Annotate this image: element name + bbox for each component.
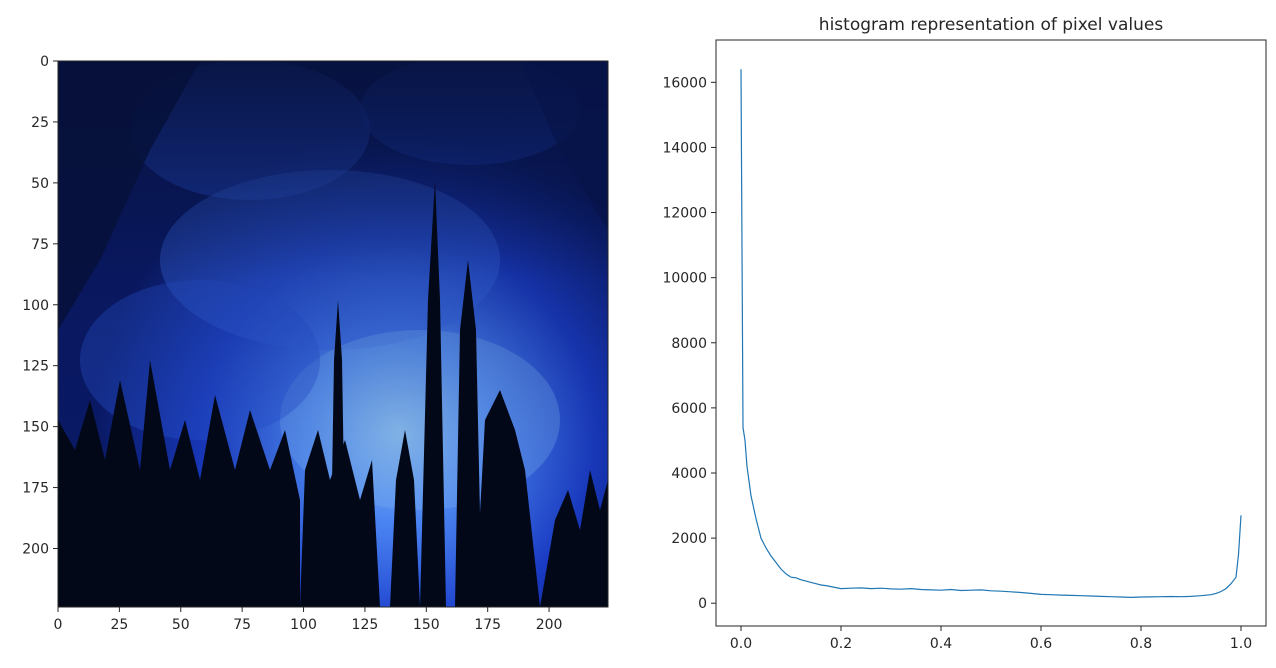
histogram-panel: histogram representation of pixel values… — [662, 15, 1267, 652]
image-x-tick-label: 150 — [413, 617, 440, 633]
image-x-tick-label: 75 — [233, 617, 251, 633]
y-tick-label: 8000 — [671, 336, 707, 352]
y-tick-label: 0 — [698, 596, 707, 612]
y-tick-label: 4000 — [671, 466, 707, 482]
y-tick-label: 12000 — [662, 206, 707, 222]
y-tick-label: 10000 — [662, 271, 707, 287]
x-tick-label: 0.0 — [730, 636, 752, 652]
image-y-tick-label: 75 — [31, 237, 49, 253]
forest-fire-image — [58, 61, 608, 607]
image-x-tick-label: 175 — [474, 617, 501, 633]
image-y-tick-label: 150 — [22, 420, 49, 436]
image-x-tick-label: 50 — [172, 617, 190, 633]
image-x-tick-label: 0 — [54, 617, 63, 633]
y-tick-label: 6000 — [671, 401, 707, 417]
x-tick-label: 0.4 — [930, 636, 952, 652]
image-x-ticks: 0 25 50 75 100 125 150 175 200 — [54, 607, 563, 633]
y-axis-ticks: 0 2000 4000 6000 8000 10000 12000 14000 16000 — [662, 75, 716, 612]
y-tick-label: 14000 — [662, 140, 707, 156]
image-y-tick-label: 175 — [22, 481, 49, 497]
x-tick-label: 0.6 — [1030, 636, 1052, 652]
image-x-tick-label: 100 — [290, 617, 317, 633]
x-tick-label: 0.8 — [1130, 636, 1152, 652]
image-x-tick-label: 200 — [536, 617, 563, 633]
y-tick-label: 16000 — [662, 75, 707, 91]
image-y-tick-label: 100 — [22, 298, 49, 314]
chart-title: histogram representation of pixel values — [819, 15, 1164, 35]
image-y-tick-label: 25 — [31, 115, 49, 131]
plot-frame — [715, 39, 1267, 627]
image-x-tick-label: 125 — [352, 617, 379, 633]
x-tick-label: 0.2 — [830, 636, 852, 652]
image-y-tick-label: 0 — [40, 54, 49, 70]
image-y-tick-label: 50 — [31, 176, 49, 192]
image-frame — [57, 60, 609, 608]
y-tick-label: 2000 — [671, 531, 707, 547]
x-axis-ticks: 0.0 0.2 0.4 0.6 0.8 1.0 — [730, 626, 1252, 652]
x-tick-label: 1.0 — [1230, 636, 1252, 652]
image-panel: 0 25 50 75 100 125 150 175 200 0 25 50 75 100 125 150 1… — [22, 54, 609, 633]
image-x-tick-label: 25 — [110, 617, 128, 633]
image-y-tick-label: 200 — [22, 542, 49, 558]
histogram-series-line — [740, 69, 1242, 599]
image-y-tick-label: 125 — [22, 359, 49, 375]
image-y-ticks: 0 25 50 75 100 125 150 175 200 — [22, 54, 58, 558]
